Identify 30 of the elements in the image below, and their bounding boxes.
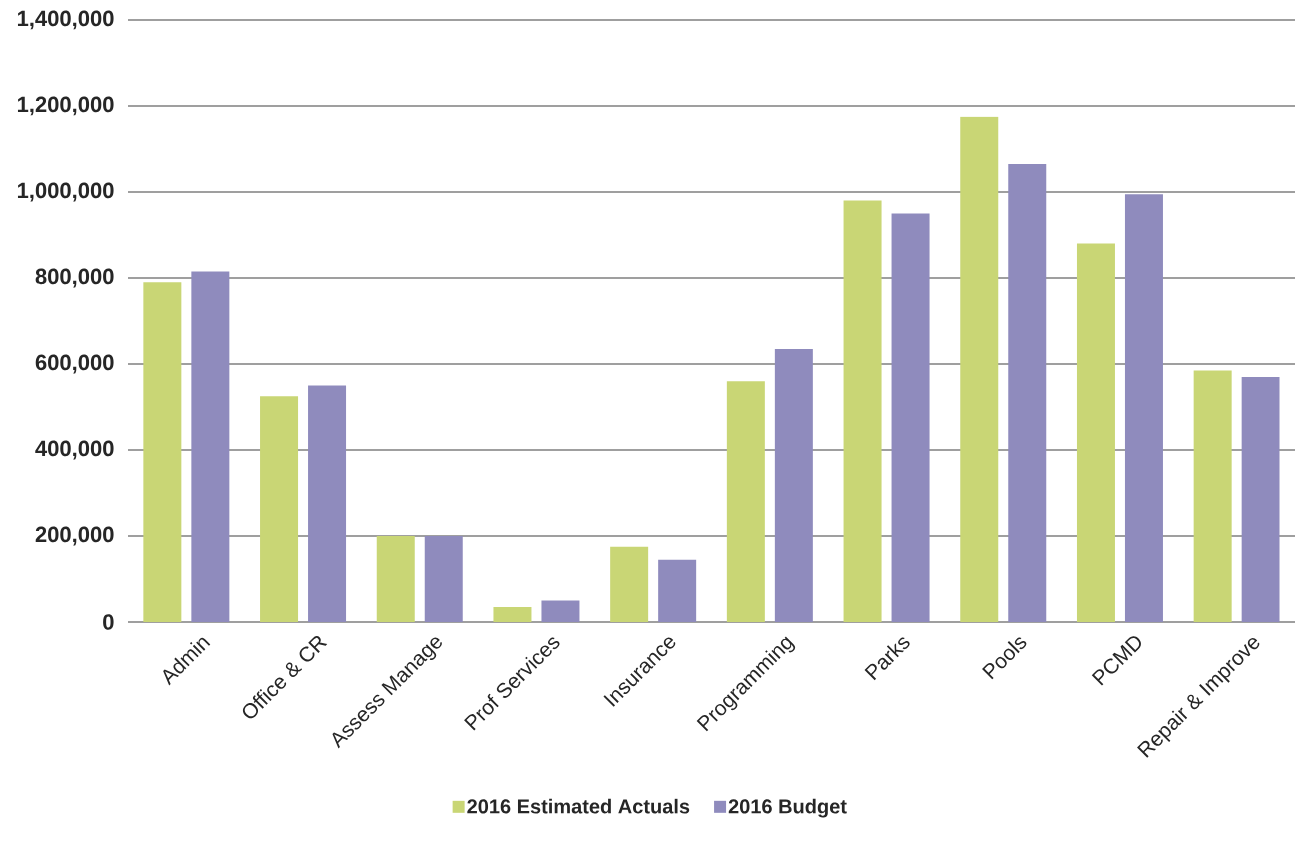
- y-tick-label: 200,000: [35, 526, 114, 546]
- bar: [1124, 194, 1163, 622]
- legend-label: 2016 Estimated Actuals: [467, 798, 690, 814]
- bar: [541, 600, 580, 622]
- bar: [424, 536, 463, 622]
- bar: [774, 348, 813, 622]
- bar: [260, 396, 299, 622]
- bar: [610, 546, 649, 622]
- y-tick-label: 800,000: [35, 268, 114, 288]
- y-tick-label: 0: [103, 614, 114, 630]
- bar: [308, 385, 347, 622]
- legend-label: 2016 Budget: [728, 798, 847, 818]
- y-tick-label: 1,200,000: [17, 96, 114, 116]
- bar: [726, 381, 765, 622]
- y-tick-label: 400,000: [35, 440, 114, 460]
- y-tick-label: 1,400,000: [17, 10, 114, 30]
- bar: [891, 213, 930, 622]
- bar: [143, 282, 182, 622]
- bar: [960, 116, 999, 622]
- bar: [1076, 243, 1115, 622]
- bar: [658, 559, 697, 622]
- bar: [191, 271, 230, 622]
- bar: [376, 536, 415, 622]
- bar: [1008, 164, 1047, 622]
- y-tick-label: 600,000: [35, 354, 114, 374]
- bar: [493, 606, 532, 622]
- bar: [1193, 370, 1232, 622]
- bar: [1241, 376, 1280, 622]
- y-tick-label: 1,000,000: [17, 182, 114, 202]
- bar: [843, 200, 882, 622]
